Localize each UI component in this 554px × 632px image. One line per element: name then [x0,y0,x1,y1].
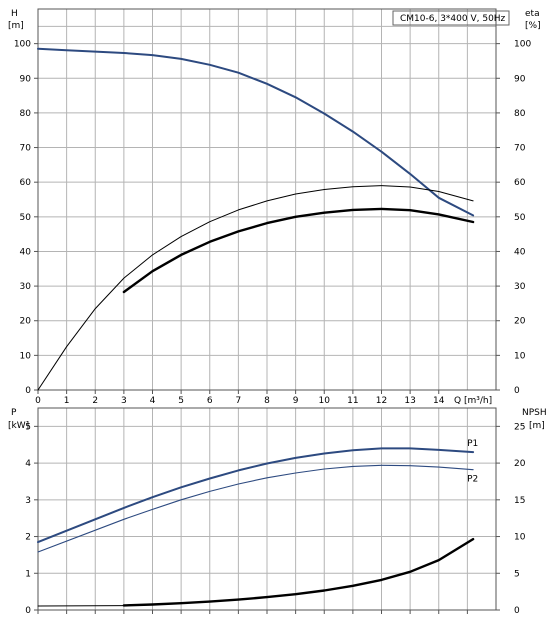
y-tick-label-eta: 0 [514,386,520,396]
y-tick-label-eta: 30 [514,282,526,292]
x-tick-label: 8 [264,396,270,406]
y-tick-label-head: 60 [20,178,32,188]
head-curve [37,47,475,217]
eta-bold-curve [122,207,475,294]
y-tick-label-head: 40 [20,247,32,257]
x-tick-label: 0 [35,396,41,406]
y-tick-label-eta: 80 [514,109,526,119]
title-box [392,10,510,26]
y-axis-label-head: H [11,9,18,19]
x-tick-label: 1 [64,396,70,406]
power-npsh-panel: 0 1 2 3 4 5 0 5 10 15 20 25 P [kW] NPSH [m] P1 P2 [8,407,547,616]
npsh-bold-curve [122,537,475,607]
y-tick-label-npsh: 0 [514,606,520,616]
x-tick-label: 9 [293,396,299,406]
y-tick-label-head: 100 [14,40,31,50]
y-tick-label-npsh: 5 [514,569,520,579]
y-tick-label-npsh: 10 [514,533,526,543]
x-axis-label: Q [m³/h] [454,396,492,406]
y-tick-label-eta: 10 [514,351,526,361]
y-tick-label-power: 1 [25,569,31,579]
series-label-p2: P2 [467,475,478,485]
head-efficiency-panel: 0102030405060708090100010203040506070809… [8,8,541,406]
y-tick-label-npsh: 15 [514,496,525,506]
y-tick-label-npsh: 25 [514,422,525,432]
y-tick-label-power: 2 [25,533,31,543]
y-tick-label-power: 0 [25,606,31,616]
x-tick-label: 14 [433,396,445,406]
chart-title: CM10-6, 3*400 V, 50Hz [400,14,506,24]
y-tick-label-eta: 50 [514,213,526,223]
y-tick-label-head: 20 [20,317,32,327]
y-tick-label-head: 10 [20,351,32,361]
y-tick-label-head: 50 [20,213,32,223]
x-tick-label: 12 [376,396,387,406]
y-tick-label-power: 5 [25,422,31,432]
eta-thin-curve [37,185,474,391]
series-label-p1: P1 [467,439,478,449]
x-tick-label: 3 [121,396,127,406]
y-tick-label-power: 4 [25,459,31,469]
y-tick-label-head: 30 [20,282,32,292]
x-tick-label: 4 [150,396,156,406]
x-tick-label: 10 [319,396,331,406]
y-tick-label-npsh: 20 [514,459,526,469]
x-tick-label: 7 [236,396,242,406]
p2-curve [37,464,474,553]
y-tick-label-eta: 70 [514,144,526,154]
x-tick-label: 5 [178,396,184,406]
y-tick-label-eta: 90 [514,74,526,84]
y-tick-label-eta: 100 [514,40,531,50]
y-axis-unit-head: [m] [8,21,24,31]
y-axis-label-npsh: NPSH [522,408,547,418]
y-axis-unit-eta: [%] [525,21,541,31]
y-tick-label-eta: 40 [514,247,526,257]
y-axis-unit-power: [kW] [8,421,29,431]
y-tick-label-power: 3 [25,496,31,506]
y-axis-unit-npsh: [m] [529,421,545,431]
x-tick-label: 2 [92,396,98,406]
y-tick-label-head: 80 [20,109,32,119]
y-tick-label-eta: 60 [514,178,526,188]
y-tick-label-head: 70 [20,144,32,154]
y-tick-label-eta: 20 [514,317,526,327]
y-tick-label-head: 90 [20,74,32,84]
x-tick-label: 6 [207,396,213,406]
p1-curve [37,447,475,544]
y-axis-label-eta: eta [525,9,540,19]
y-tick-label-head: 0 [25,386,31,396]
x-tick-label: 13 [404,396,415,406]
y-axis-label-power: P [11,408,17,418]
x-tick-label: 11 [347,396,358,406]
